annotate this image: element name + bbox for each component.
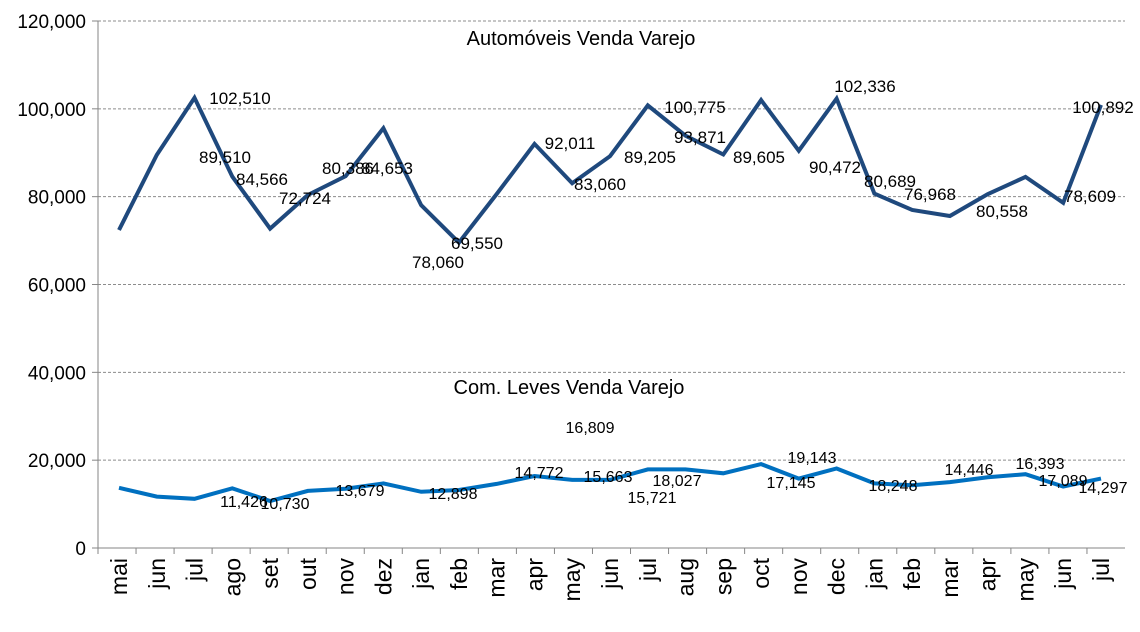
x-tick-label: dec xyxy=(824,558,850,595)
x-tick-label: jun xyxy=(144,558,170,590)
data-label: 84,566 xyxy=(236,170,288,189)
x-tick-label: jun xyxy=(597,558,623,590)
x-tick-label: aug xyxy=(673,558,699,596)
x-tick-label: apr xyxy=(521,558,547,592)
data-label: 83,060 xyxy=(574,175,626,194)
data-label: 69,550 xyxy=(451,234,503,253)
data-label: 89,605 xyxy=(733,148,785,167)
x-tick-label: jun xyxy=(1050,558,1076,590)
series-title-com-leves: Com. Leves Venda Varejo xyxy=(454,377,685,399)
data-label: 84,653 xyxy=(361,159,413,178)
x-tick-label: jul xyxy=(1088,558,1114,582)
data-label: 15,663 xyxy=(584,469,633,486)
data-label: 100,775 xyxy=(664,98,725,117)
x-tick-label: dez xyxy=(370,558,396,595)
data-label: 89,510 xyxy=(199,148,251,167)
data-label: 80,558 xyxy=(976,202,1028,221)
x-tick-label: jul xyxy=(635,558,661,582)
x-tick-label: ago xyxy=(219,558,245,596)
data-label: 13,679 xyxy=(336,483,385,500)
data-label: 14,297 xyxy=(1079,480,1128,497)
y-tick-label: 40,000 xyxy=(28,363,86,384)
x-tick-label: jul xyxy=(182,558,208,582)
x-tick-label: mai xyxy=(106,558,132,595)
data-label: 102,336 xyxy=(834,77,895,96)
x-tick-label: nov xyxy=(333,558,359,596)
x-tick-label: apr xyxy=(975,558,1001,592)
y-axis: 0 20,000 40,000 60,000 80,000 100,000 120,000 xyxy=(17,12,98,560)
y-tick-label: 100,000 xyxy=(17,100,86,121)
data-label: 90,472 xyxy=(809,158,861,177)
data-label: 78,609 xyxy=(1064,187,1116,206)
x-tick-label: nov xyxy=(786,558,812,596)
data-label: 12,898 xyxy=(429,486,478,503)
x-tick-label: out xyxy=(295,557,321,590)
x-tick-label: jan xyxy=(408,558,434,590)
data-label: 14,772 xyxy=(515,465,564,482)
x-tick-label: feb xyxy=(899,558,925,590)
data-label: 18,027 xyxy=(653,473,702,490)
y-tick-label: 0 xyxy=(75,539,86,560)
data-label: 72,724 xyxy=(279,189,331,208)
data-label: 16,393 xyxy=(1016,456,1065,473)
data-label: 78,060 xyxy=(412,253,464,272)
data-label: 19,143 xyxy=(788,450,837,467)
x-tick-label: may xyxy=(1012,558,1038,602)
data-label: 92,011 xyxy=(545,134,596,153)
y-tick-label: 80,000 xyxy=(28,188,86,209)
data-label: 102,510 xyxy=(209,89,270,108)
series-lines xyxy=(119,98,1101,501)
data-label: 76,968 xyxy=(904,185,956,204)
data-label: 10,730 xyxy=(261,496,310,513)
x-tick-label: mar xyxy=(484,558,510,598)
x-tick-label: jan xyxy=(861,558,887,590)
y-tick-label: 20,000 xyxy=(28,451,86,472)
y-tick-label: 60,000 xyxy=(28,276,86,297)
series-title-automoveis: Automóveis Venda Varejo xyxy=(467,28,696,50)
data-label: 15,721 xyxy=(628,490,677,507)
x-tick-label: oct xyxy=(748,557,774,588)
data-labels: 102,51089,51084,56672,72480,38684,65378,… xyxy=(199,77,1134,513)
x-tick-label: mar xyxy=(937,558,963,598)
x-tick-label: set xyxy=(257,557,283,588)
data-label: 17,145 xyxy=(767,475,816,492)
x-tick-label: may xyxy=(559,558,585,602)
data-label: 14,446 xyxy=(945,462,994,479)
data-label: 16,809 xyxy=(566,420,615,437)
data-label: 93,871 xyxy=(674,128,726,147)
y-tick-label: 120,000 xyxy=(17,12,86,33)
data-label: 100,892 xyxy=(1072,98,1133,117)
x-tick-label: feb xyxy=(446,558,472,590)
data-label: 18,248 xyxy=(869,478,918,495)
data-label: 89,205 xyxy=(624,148,676,167)
x-tick-label: sep xyxy=(710,558,736,595)
